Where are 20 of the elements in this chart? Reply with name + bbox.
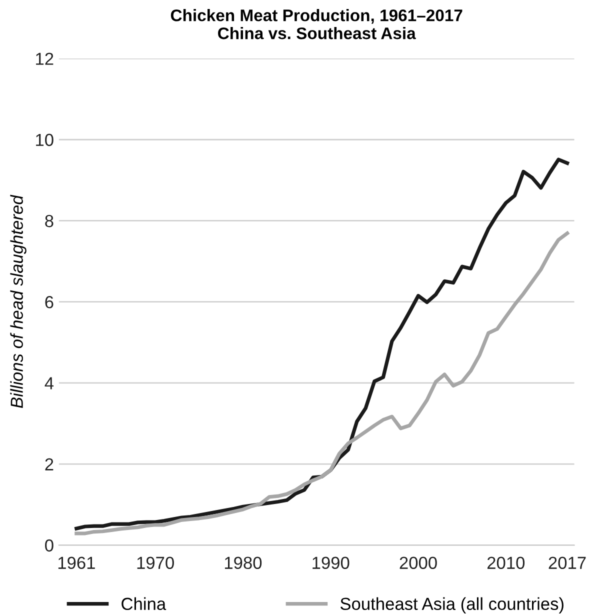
y-tick-label: 8 xyxy=(45,214,54,228)
legend-label: China xyxy=(122,597,166,610)
y-axis-title: Billions of head slaughtered xyxy=(10,194,26,408)
x-tick-label: 2017 xyxy=(548,556,586,570)
y-tick-label: 4 xyxy=(44,377,54,390)
line-series xyxy=(74,158,570,530)
x-tick-label: 1961 xyxy=(58,556,95,570)
chart-title: Chicken Meat Production, 1961–2017 China vs. Southeast Asia xyxy=(170,9,462,40)
y-tick-label: 2 xyxy=(45,458,54,470)
y-tick-label: 12 xyxy=(36,52,54,65)
x-tick-label: 1970 xyxy=(137,556,174,570)
y-tick-label: 0 xyxy=(45,539,54,552)
x-tick-label: 2010 xyxy=(487,556,525,570)
line-series xyxy=(74,232,570,536)
x-tick-label: 1990 xyxy=(312,556,350,570)
x-tick-label: 1980 xyxy=(224,556,262,570)
y-tick-label: 10 xyxy=(36,134,54,146)
x-tick-label: 2000 xyxy=(400,556,437,570)
legend-label: Southeast Asia (all countries) xyxy=(340,597,564,614)
y-tick-label: 6 xyxy=(45,296,54,308)
